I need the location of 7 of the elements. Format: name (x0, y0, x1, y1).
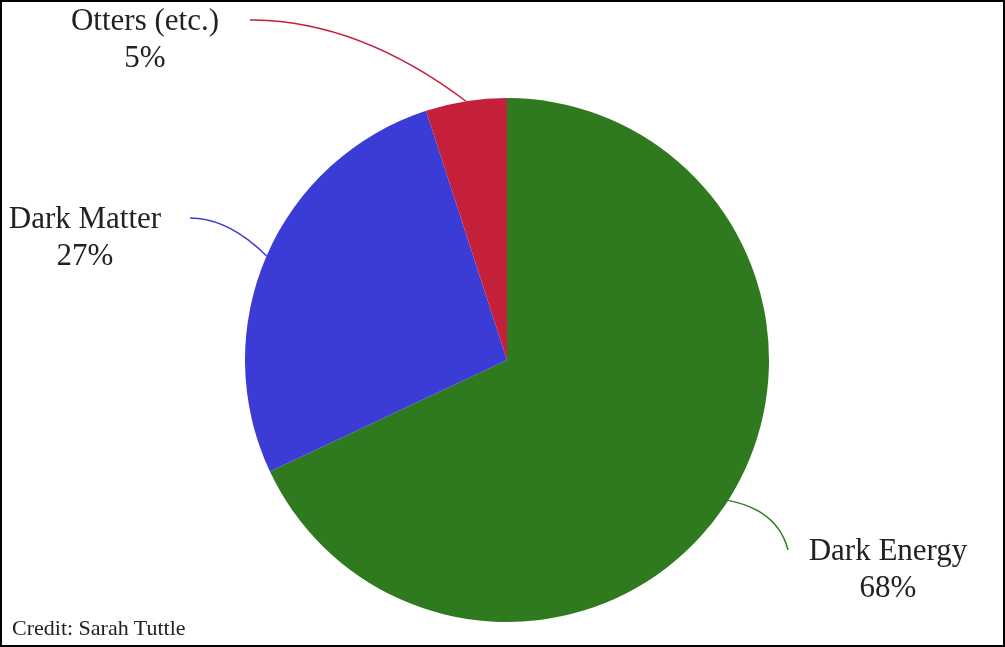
data-label: 27% (56, 237, 114, 272)
text: Credit: Sarah Tuttle (12, 615, 186, 640)
data-label: 5% (124, 39, 166, 74)
slice-label: Dark Matter (8, 200, 162, 235)
data-label: 68% (859, 569, 917, 604)
slice-label: Otters (etc.) (70, 2, 220, 37)
slice-label: Dark Energy (808, 532, 968, 567)
